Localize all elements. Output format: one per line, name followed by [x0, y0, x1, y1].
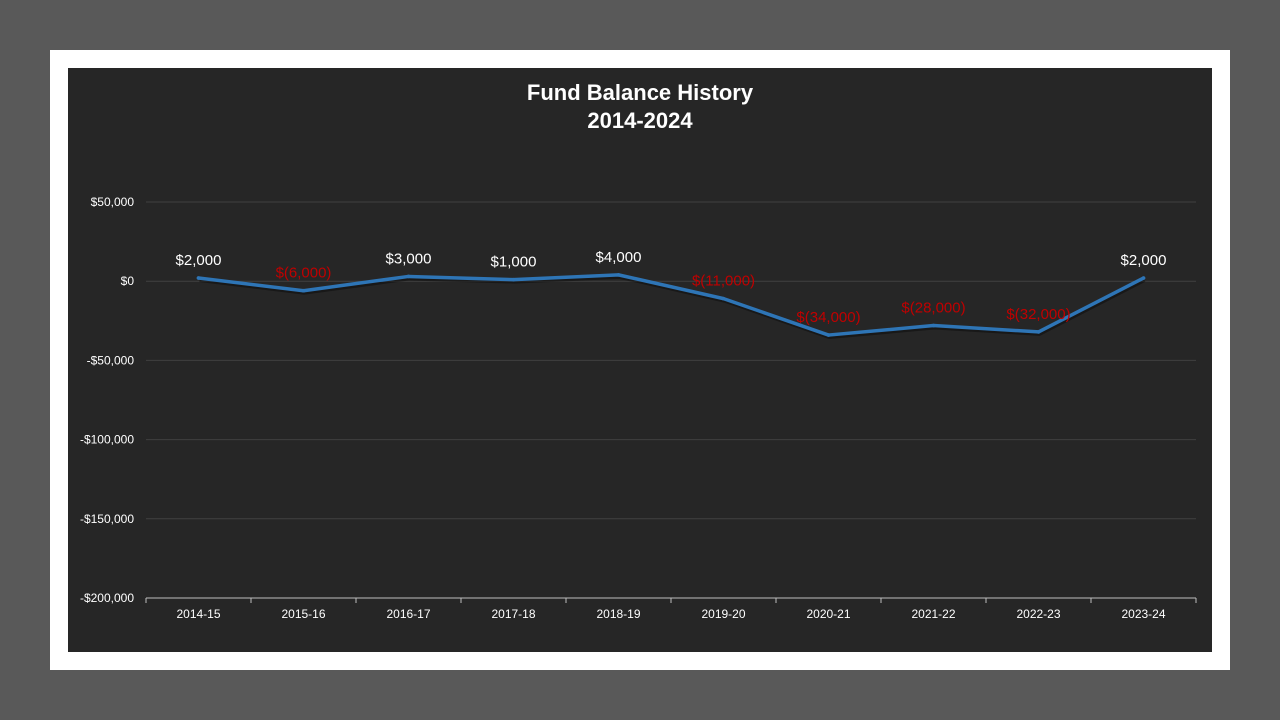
data-label: $(32,000)	[1006, 306, 1070, 323]
data-point	[301, 288, 306, 293]
y-tick-label: $50,000	[91, 195, 135, 209]
x-tick-label: 2020-21	[806, 607, 850, 621]
data-label: $2,000	[1121, 252, 1167, 269]
data-label: $2,000	[176, 252, 222, 269]
data-point	[196, 276, 201, 280]
data-label: $(6,000)	[276, 265, 332, 282]
y-tick-label: -$200,000	[80, 591, 134, 605]
data-label: $4,000	[596, 249, 642, 266]
data-point	[511, 277, 516, 282]
chart-panel: Fund Balance History 2014-2024 $50,000 $0…	[68, 68, 1212, 652]
data-point	[721, 296, 726, 301]
x-tick-label: 2023-24	[1121, 607, 1165, 621]
slide-frame: Fund Balance History 2014-2024 $50,000 $0…	[50, 50, 1230, 670]
x-axis-tick-labels: 2014-15 2015-16 2016-17 2017-18 2018-19 2019-…	[176, 607, 1165, 621]
y-tick-label: $0	[121, 274, 135, 288]
y-tick-label: -$50,000	[87, 353, 135, 367]
chart-title-line-2: 2014-2024	[587, 108, 693, 133]
data-point	[406, 274, 411, 279]
series-fund-balance	[196, 273, 1146, 340]
data-label: $1,000	[491, 254, 537, 271]
y-axis-tick-labels: $50,000 $0 -$50,000 -$100,000 -$150,000 -$200…	[80, 195, 134, 605]
x-tick-label: 2014-15	[176, 607, 220, 621]
data-label: $3,000	[386, 250, 432, 267]
data-labels: $2,000 $(6,000) $3,000 $1,000 $4,000 $(11,000…	[176, 249, 1167, 326]
data-point	[826, 333, 831, 337]
x-tick-label: 2015-16	[281, 607, 325, 621]
gridlines	[146, 201, 1196, 520]
series-line	[196, 273, 1146, 337]
data-label: $(11,000)	[692, 273, 755, 290]
data-point	[931, 323, 936, 328]
y-tick-label: -$150,000	[80, 512, 134, 526]
data-label: $(34,000)	[796, 309, 860, 326]
data-label: $(28,000)	[901, 300, 965, 317]
x-tick-label: 2019-20	[701, 607, 745, 621]
x-tick-label: 2021-22	[911, 607, 955, 621]
data-point	[1036, 330, 1041, 334]
chart-title-line-1: Fund Balance History	[527, 80, 754, 105]
y-tick-label: -$100,000	[80, 433, 134, 447]
data-point	[1141, 276, 1146, 280]
line-chart: Fund Balance History 2014-2024 $50,000 $0…	[80, 80, 1197, 621]
x-tick-label: 2016-17	[386, 607, 430, 621]
x-tick-label: 2022-23	[1016, 607, 1060, 621]
x-axis	[145, 597, 1197, 603]
data-point	[616, 273, 621, 277]
x-tick-label: 2017-18	[491, 607, 535, 621]
x-tick-label: 2018-19	[596, 607, 640, 621]
